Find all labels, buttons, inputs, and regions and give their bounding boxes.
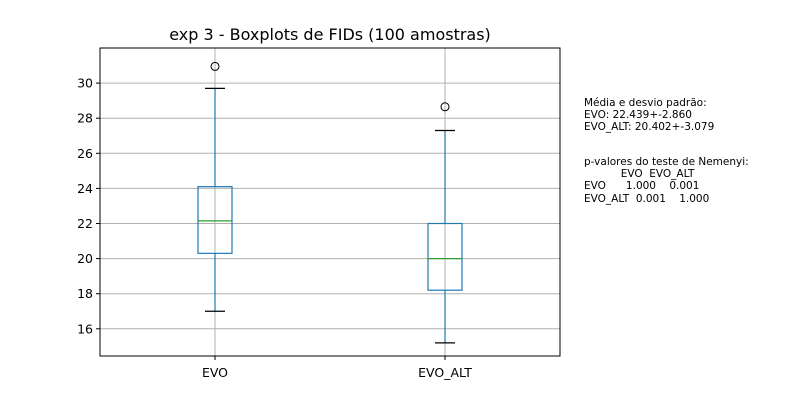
y-tick-label: 16 — [77, 321, 93, 336]
stats-line-evo-alt: EVO_ALT: 20.402+-3.079 — [584, 121, 715, 134]
outlier-point — [210, 61, 220, 71]
boxplot-series — [197, 61, 463, 344]
plot-frame — [99, 47, 561, 357]
y-tick-label: 26 — [77, 146, 93, 161]
iqr-box — [197, 186, 233, 254]
outlier-point — [440, 102, 450, 112]
y-tick-label: 24 — [77, 181, 93, 196]
y-tick-label: 18 — [77, 286, 93, 301]
nemenyi-header: p-valores do teste de Nemenyi: — [584, 156, 749, 168]
x-tick-label: EVO_ALT — [418, 365, 472, 380]
box-evo-alt — [427, 102, 463, 344]
x-tick-label: EVO — [202, 365, 228, 380]
box-evo — [197, 61, 233, 312]
stats-header: Média e desvio padrão: — [584, 97, 707, 109]
nemenyi-row-evo-alt: EVO_ALT 0.001 1.000 — [584, 192, 710, 205]
y-tick-label: 20 — [77, 251, 93, 266]
chart-title: exp 3 - Boxplots de FIDs (100 amostras) — [169, 25, 491, 44]
stats-summary: Média e desvio padrão: EVO: 22.439+-2.860… — [584, 97, 714, 134]
axis-ticks: 16 18 20 22 24 26 28 30 EVO EVO_ALT — [77, 76, 472, 380]
nemenyi-columns: EVO EVO_ALT — [584, 168, 695, 181]
iqr-box — [427, 222, 463, 291]
nemenyi-table: p-valores do teste de Nemenyi: EVO EVO_A… — [584, 156, 749, 205]
y-tick-label: 22 — [77, 216, 93, 231]
y-tick-label: 30 — [77, 76, 93, 91]
y-tick-label: 28 — [77, 111, 93, 126]
nemenyi-row-evo: EVO 1.000 0.001 — [584, 180, 700, 193]
grid-lines — [100, 48, 560, 356]
stats-line-evo: EVO: 22.439+-2.860 — [584, 109, 692, 122]
